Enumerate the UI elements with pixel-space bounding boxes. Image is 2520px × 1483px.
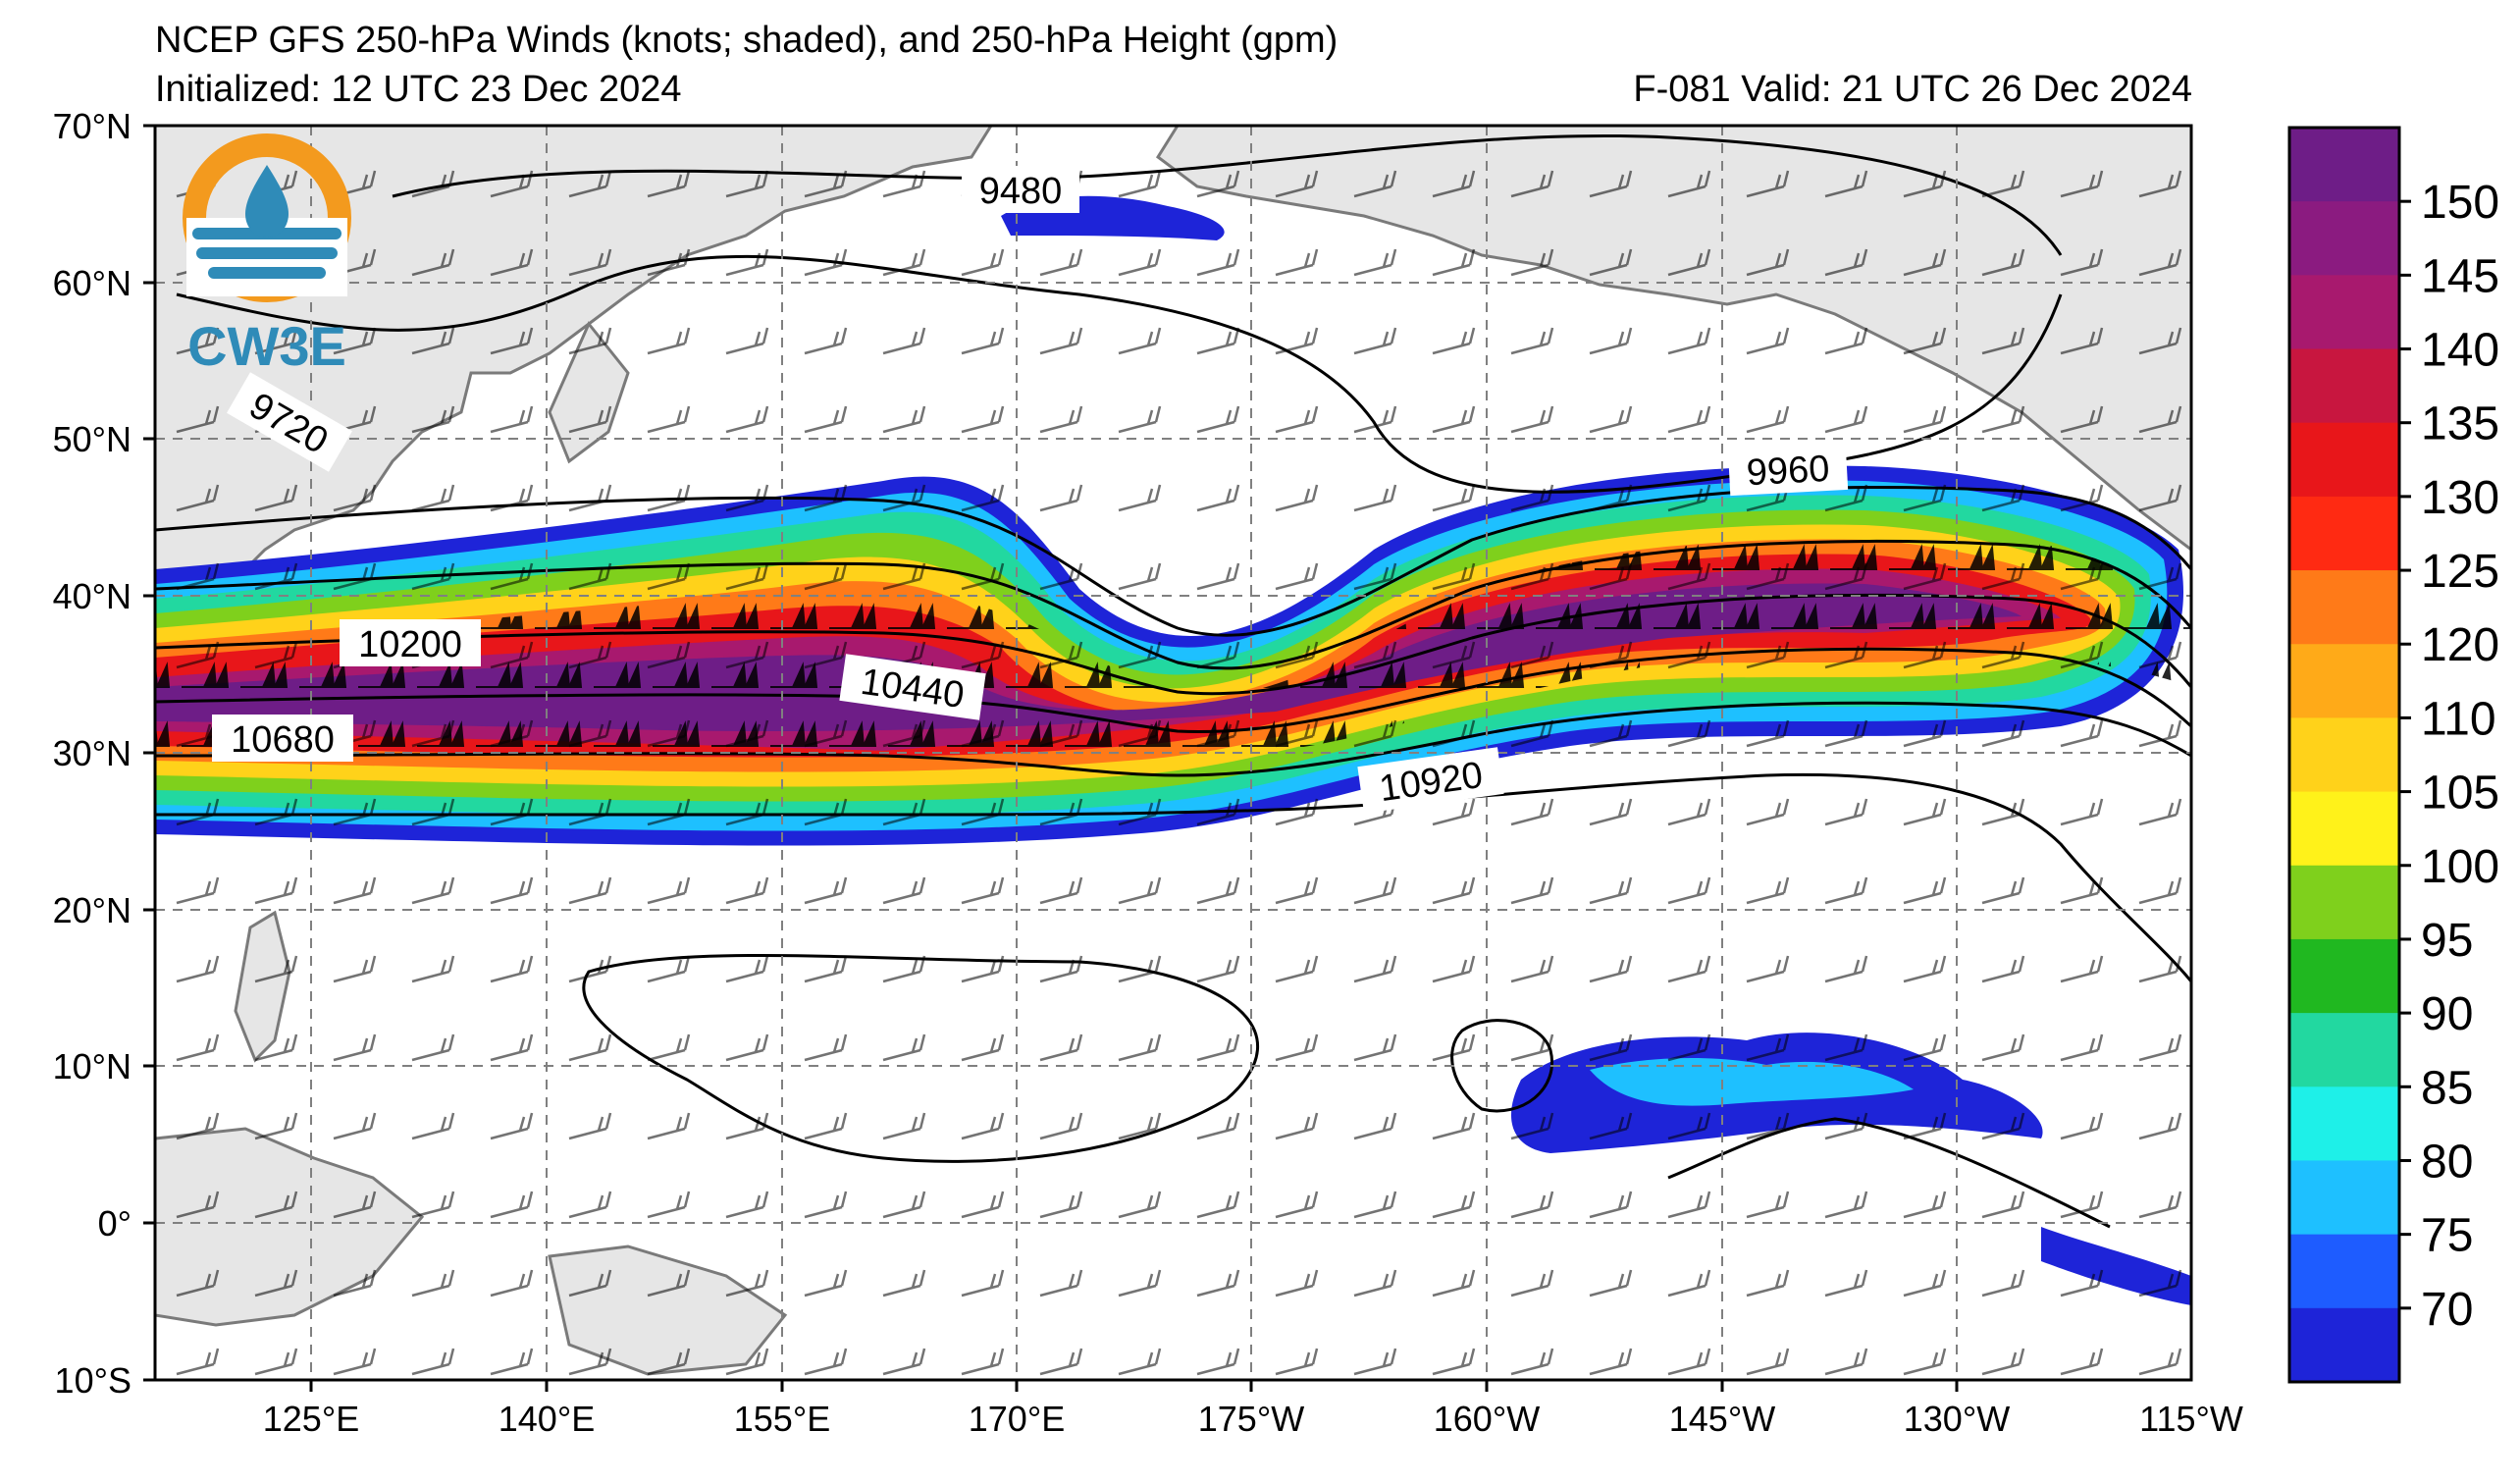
- colorbar-label: 140: [2421, 325, 2499, 377]
- lon-label: 125°E: [263, 1399, 359, 1439]
- lon-label: 160°W: [1434, 1399, 1540, 1439]
- colorbar-swatch: [2289, 1013, 2399, 1087]
- colorbar: [2287, 126, 2411, 1384]
- contour-label-10680: 10680: [231, 719, 335, 761]
- colorbar-label: 80: [2421, 1136, 2473, 1188]
- contour-label-group: 9480 9720 9960 10200 10440 10680 10920: [212, 166, 1849, 814]
- colorbar-labels: 150 145 140 135 130 125 120 110 105 100 95 90 85 80 75…: [2421, 177, 2499, 1336]
- colorbar-swatch: [2289, 717, 2399, 793]
- colorbar-swatch: [2289, 275, 2399, 350]
- lat-label: 10°S: [55, 1360, 131, 1401]
- colorbar-label: 90: [2421, 988, 2473, 1040]
- colorbar-swatch: [2289, 938, 2399, 1014]
- lon-label: 115°W: [2139, 1399, 2243, 1439]
- lon-label: 175°W: [1198, 1399, 1304, 1439]
- lat-label: 60°N: [53, 263, 131, 303]
- colorbar-label: 150: [2421, 177, 2499, 229]
- colorbar-swatch: [2289, 644, 2399, 718]
- colorbar-label: 125: [2421, 546, 2499, 598]
- lon-label: 170°E: [969, 1399, 1065, 1439]
- colorbar-label: 130: [2421, 472, 2499, 524]
- lat-label: 30°N: [53, 733, 131, 773]
- colorbar-label: 85: [2421, 1062, 2473, 1114]
- colorbar-label: 70: [2421, 1284, 2473, 1336]
- lon-label: 145°W: [1669, 1399, 1775, 1439]
- lat-label: 20°N: [53, 890, 131, 930]
- logo-text: CW3E: [187, 315, 346, 377]
- colorbar-swatch: [2289, 1086, 2399, 1161]
- init-time: Initialized: 12 UTC 23 Dec 2024: [155, 69, 682, 110]
- longitude-labels: 125°E 140°E 155°E 170°E 175°W 160°W 145°…: [263, 1399, 2243, 1439]
- lat-label: 70°N: [53, 106, 131, 146]
- contour-label-9480: 9480: [979, 171, 1063, 212]
- colorbar-label: 95: [2421, 915, 2473, 967]
- lon-ticks: [309, 1380, 1959, 1392]
- colorbar-swatch: [2289, 128, 2399, 202]
- colorbar-label: 110: [2421, 693, 2496, 745]
- colorbar-swatch: [2289, 791, 2399, 867]
- lat-label: 10°N: [53, 1046, 131, 1086]
- colorbar-label: 120: [2421, 619, 2499, 671]
- lon-label: 130°W: [1904, 1399, 2010, 1439]
- water-drop-icon: [245, 165, 289, 238]
- colorbar-swatch: [2289, 865, 2399, 940]
- colorbar-swatch: [2289, 348, 2399, 424]
- colorbar-label: 105: [2421, 768, 2499, 820]
- colorbar-label: 145: [2421, 250, 2499, 302]
- colorbar-swatch: [2289, 1307, 2399, 1383]
- lat-label: 0°: [98, 1203, 131, 1244]
- colorbar-frame: [2287, 126, 2401, 1384]
- lat-label: 50°N: [53, 419, 131, 459]
- valid-time: F-081 Valid: 21 UTC 26 Dec 2024: [1633, 69, 2192, 110]
- lon-label: 140°E: [499, 1399, 595, 1439]
- wind-barb-flags: [155, 536, 2191, 766]
- contour-label-10200: 10200: [358, 624, 462, 665]
- colorbar-swatch: [2289, 201, 2399, 276]
- colorbar-swatch: [2289, 1160, 2399, 1236]
- colorbar-swatch: [2289, 496, 2399, 571]
- latitude-labels: 70°N 60°N 50°N 40°N 30°N 20°N 10°N 0° 10…: [53, 106, 131, 1401]
- colorbar-label: 75: [2421, 1210, 2473, 1262]
- map-plot-area: 9480 9720 9960 10200 10440 10680 10920: [155, 126, 2191, 1380]
- cw3e-logo: CW3E: [183, 133, 351, 377]
- contour-label-9960: 9960: [1746, 449, 1831, 494]
- colorbar-label: 135: [2421, 398, 2499, 450]
- lat-label: 40°N: [53, 576, 131, 616]
- colorbar-label: 100: [2421, 841, 2499, 893]
- colorbar-swatch: [2289, 570, 2399, 645]
- colorbar-swatch: [2289, 422, 2399, 498]
- lat-ticks: [143, 124, 155, 1382]
- map-title: NCEP GFS 250-hPa Winds (knots; shaded), …: [155, 20, 1339, 61]
- lon-label: 155°E: [734, 1399, 830, 1439]
- colorbar-swatch: [2289, 1234, 2399, 1309]
